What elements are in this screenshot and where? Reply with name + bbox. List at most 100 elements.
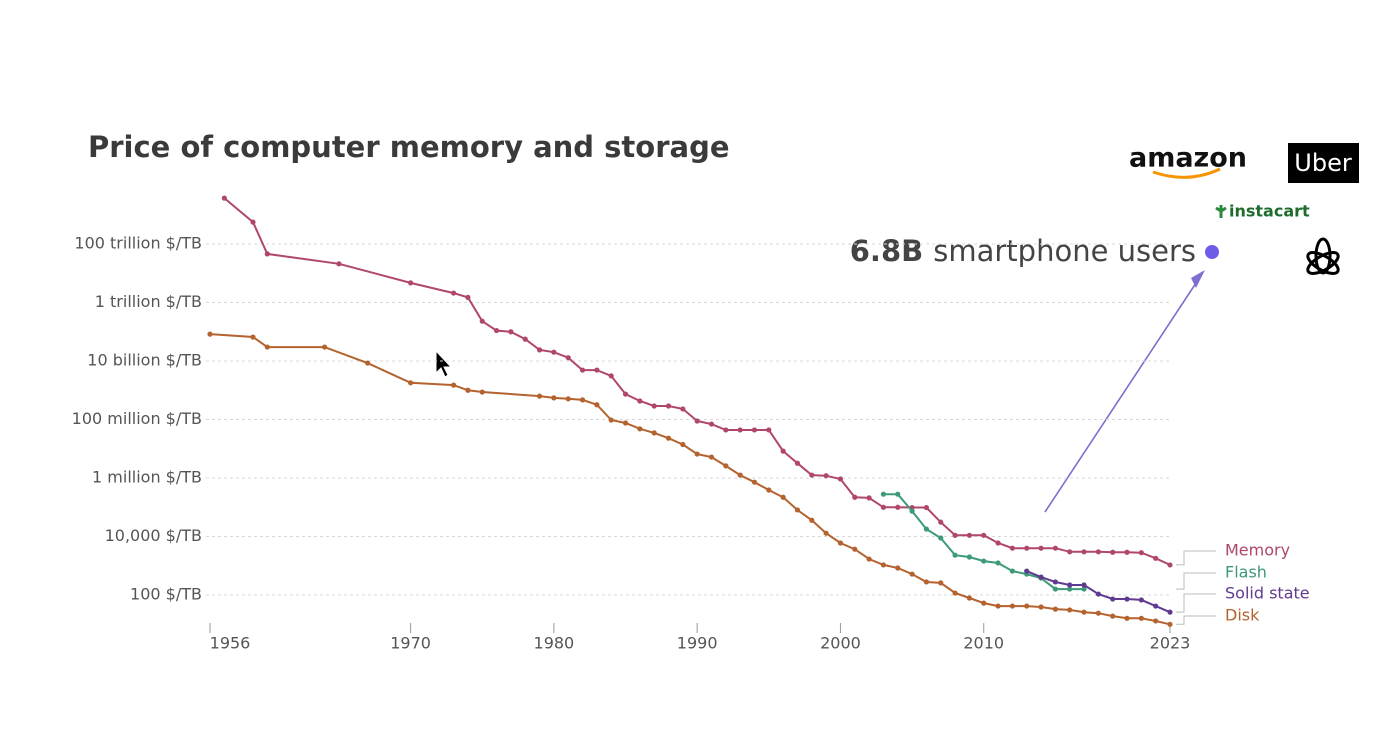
data-point	[565, 396, 571, 402]
data-point	[1124, 615, 1130, 621]
data-point	[823, 473, 829, 479]
data-point	[966, 532, 973, 538]
data-point	[966, 595, 973, 601]
data-point	[1009, 568, 1015, 574]
data-point	[594, 367, 600, 373]
x-tick-label: 2000	[820, 634, 861, 653]
data-point	[794, 460, 801, 466]
data-point	[1024, 545, 1030, 551]
data-point	[809, 517, 815, 523]
arrow-head	[1191, 270, 1205, 288]
data-point	[694, 451, 700, 457]
openai-petal	[1306, 251, 1340, 275]
data-point	[551, 395, 557, 401]
data-point	[938, 519, 944, 525]
data-point	[708, 421, 715, 427]
data-point	[895, 565, 901, 571]
y-tick-label: 1 million $/TB	[92, 468, 202, 487]
data-point	[708, 454, 715, 460]
data-point	[923, 526, 930, 532]
data-point	[608, 417, 614, 423]
data-point	[551, 349, 557, 355]
data-point	[1124, 549, 1130, 555]
data-point	[837, 476, 844, 482]
x-tick-label: 2023	[1150, 634, 1191, 653]
x-tick-label: 2010	[963, 634, 1004, 653]
y-tick-label: 100 million $/TB	[72, 409, 202, 428]
data-point	[981, 558, 987, 564]
data-point	[780, 448, 786, 454]
data-point	[622, 420, 629, 426]
data-point	[465, 387, 471, 393]
legend-connector	[1176, 615, 1216, 625]
data-point	[1081, 586, 1087, 592]
data-point	[1081, 609, 1087, 615]
x-tick-label: 1990	[677, 634, 718, 653]
data-point	[1052, 545, 1058, 551]
data-point	[1009, 545, 1015, 551]
x-tick-label: 1956	[210, 634, 251, 653]
data-point	[336, 261, 342, 267]
x-tick-label: 1970	[390, 634, 431, 653]
data-point	[737, 427, 743, 433]
legend-connector	[1176, 593, 1216, 613]
data-point	[407, 280, 414, 286]
y-tick-label: 10 billion $/TB	[87, 351, 202, 370]
data-point	[221, 195, 227, 201]
data-point	[909, 571, 915, 577]
data-point	[995, 560, 1001, 566]
stat-dot	[1205, 245, 1219, 259]
data-point	[766, 487, 772, 493]
data-point	[622, 391, 629, 397]
data-point	[995, 540, 1001, 546]
data-point	[1095, 610, 1101, 616]
data-point	[1138, 597, 1144, 603]
data-point	[665, 403, 672, 409]
data-point	[479, 389, 485, 395]
data-point	[1009, 603, 1015, 609]
data-point	[866, 556, 872, 562]
data-point	[637, 398, 643, 404]
y-tick-label: 1 trillion $/TB	[95, 292, 202, 311]
data-point	[508, 329, 514, 335]
data-point	[1038, 545, 1044, 551]
data-point	[1067, 549, 1073, 555]
data-point	[852, 546, 858, 552]
data-point	[1024, 603, 1030, 609]
data-point	[579, 367, 586, 373]
data-point	[751, 479, 758, 485]
data-point	[723, 427, 729, 433]
plot: 100 $/TB 10,000 $/TB 1 million $/TB 100 mil…	[72, 195, 1310, 653]
data-point	[1052, 606, 1058, 612]
data-point	[536, 347, 543, 353]
data-point	[966, 554, 973, 560]
data-point	[981, 532, 987, 538]
data-point	[565, 355, 571, 361]
data-point	[1153, 603, 1159, 609]
data-point	[1081, 582, 1087, 588]
data-point	[723, 463, 729, 469]
chart-title: Price of computer memory and storage	[88, 130, 730, 164]
data-point	[766, 427, 772, 433]
data-point	[465, 294, 471, 300]
data-point	[522, 336, 528, 342]
legend-label: Flash	[1225, 563, 1267, 582]
data-point	[1110, 596, 1116, 602]
data-point	[880, 562, 887, 568]
data-point	[1167, 621, 1173, 627]
data-point	[536, 393, 543, 399]
legend-connector	[1176, 550, 1216, 566]
y-tick-label: 100 $/TB	[130, 585, 202, 604]
data-point	[365, 360, 371, 366]
data-point	[250, 219, 256, 225]
data-point	[823, 530, 829, 536]
data-point	[895, 504, 901, 510]
data-point	[1167, 562, 1173, 568]
annotation-arrow	[1044, 279, 1199, 513]
data-point	[1110, 613, 1116, 619]
data-point	[250, 334, 256, 340]
data-point	[579, 397, 586, 403]
data-point	[866, 495, 872, 501]
data-point	[322, 344, 328, 350]
